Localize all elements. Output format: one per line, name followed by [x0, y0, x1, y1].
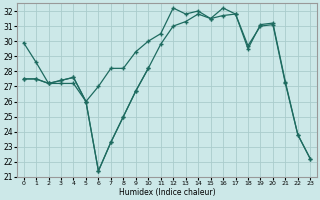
X-axis label: Humidex (Indice chaleur): Humidex (Indice chaleur): [119, 188, 215, 197]
